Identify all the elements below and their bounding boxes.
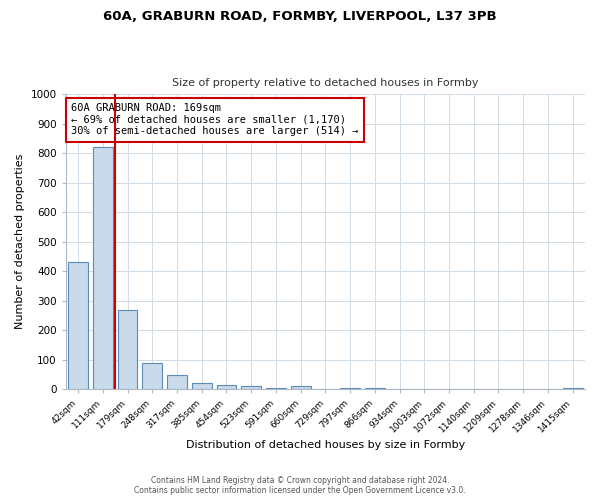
- Bar: [217, 385, 236, 390]
- Text: 60A, GRABURN ROAD, FORMBY, LIVERPOOL, L37 3PB: 60A, GRABURN ROAD, FORMBY, LIVERPOOL, L3…: [103, 10, 497, 23]
- Bar: [68, 262, 88, 390]
- Bar: [118, 310, 137, 390]
- Title: Size of property relative to detached houses in Formby: Size of property relative to detached ho…: [172, 78, 479, 88]
- Bar: [167, 375, 187, 390]
- Bar: [266, 388, 286, 390]
- Bar: [93, 148, 113, 390]
- Text: Contains HM Land Registry data © Crown copyright and database right 2024.
Contai: Contains HM Land Registry data © Crown c…: [134, 476, 466, 495]
- Bar: [365, 388, 385, 390]
- Bar: [340, 388, 360, 390]
- Bar: [291, 386, 311, 390]
- Y-axis label: Number of detached properties: Number of detached properties: [15, 154, 25, 330]
- X-axis label: Distribution of detached houses by size in Formby: Distribution of detached houses by size …: [186, 440, 465, 450]
- Text: 60A GRABURN ROAD: 169sqm
← 69% of detached houses are smaller (1,170)
30% of sem: 60A GRABURN ROAD: 169sqm ← 69% of detach…: [71, 103, 358, 136]
- Bar: [241, 386, 261, 390]
- Bar: [142, 362, 162, 390]
- Bar: [563, 388, 583, 390]
- Bar: [192, 383, 212, 390]
